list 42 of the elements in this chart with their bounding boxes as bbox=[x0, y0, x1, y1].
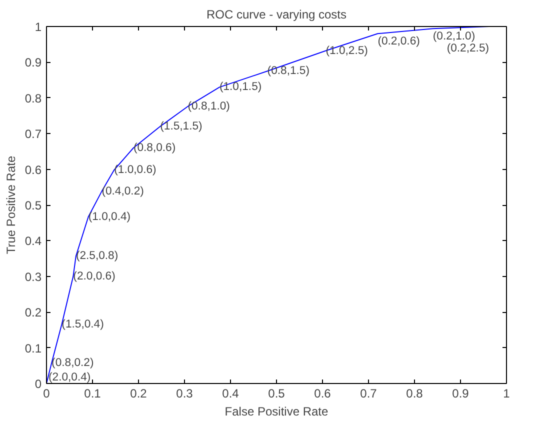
y-tick-label: 0.5 bbox=[24, 198, 42, 212]
x-axis-title: False Positive Rate bbox=[224, 404, 329, 418]
annotation: (0.2,2.5) bbox=[446, 42, 490, 54]
annotation: (0.4,0.2) bbox=[102, 185, 144, 198]
x-tick-label: 0.9 bbox=[452, 386, 470, 400]
y-tick-label: 0.1 bbox=[24, 341, 42, 356]
x-tick-label: 1 bbox=[503, 386, 510, 400]
annotation: (0.8,0.6) bbox=[133, 142, 176, 154]
annotation: (1.5,0.4) bbox=[62, 318, 104, 331]
annotation: (1.0,1.5) bbox=[219, 81, 262, 94]
annotation: (0.8,0.2) bbox=[52, 357, 94, 370]
x-tick-label: 0.3 bbox=[176, 386, 194, 400]
annotation: (0.8,1.5) bbox=[267, 65, 310, 78]
annotation: (1.0,0.6) bbox=[114, 164, 157, 176]
y-axis-title: True Positive Rate bbox=[4, 156, 18, 254]
x-tick-label: 0.6 bbox=[314, 386, 332, 400]
y-tick-label: 0.4 bbox=[24, 234, 42, 248]
annotation: (2.0,0.6) bbox=[73, 270, 116, 282]
annotation: (2.0,0.4) bbox=[48, 372, 91, 384]
annotation: (1.5,1.5) bbox=[160, 120, 203, 132]
chart-title: ROC curve - varying costs bbox=[206, 8, 347, 22]
annotation: (0.2,0.6) bbox=[378, 36, 420, 48]
annotation: (1.0,0.4) bbox=[88, 210, 131, 223]
x-tick-label: 0.5 bbox=[268, 386, 286, 400]
y-tick-label: 1 bbox=[34, 20, 42, 34]
annotation: (0.8,1.0) bbox=[188, 100, 230, 112]
x-tick-label: 0.7 bbox=[360, 386, 378, 400]
annotation: (0.2,1.0) bbox=[432, 30, 476, 43]
annotation: (1.0,2.5) bbox=[326, 44, 368, 57]
y-tick-label: 0.6 bbox=[24, 162, 42, 177]
y-tick-label: 0.9 bbox=[24, 56, 42, 70]
y-tick-label: 0.3 bbox=[24, 270, 42, 284]
x-tick-label: 0.1 bbox=[84, 386, 102, 400]
x-tick-label: 0 bbox=[43, 386, 50, 400]
y-tick-label: 0.7 bbox=[24, 127, 42, 142]
y-tick-label: 0 bbox=[34, 377, 42, 391]
x-tick-label: 0.4 bbox=[222, 386, 240, 400]
x-tick-label: 0.2 bbox=[130, 386, 148, 400]
y-tick-label: 0.8 bbox=[24, 91, 42, 106]
y-tick-label: 0.2 bbox=[24, 306, 42, 320]
x-tick-label: 0.8 bbox=[406, 386, 424, 400]
annotation: (2.5,0.8) bbox=[76, 250, 118, 262]
